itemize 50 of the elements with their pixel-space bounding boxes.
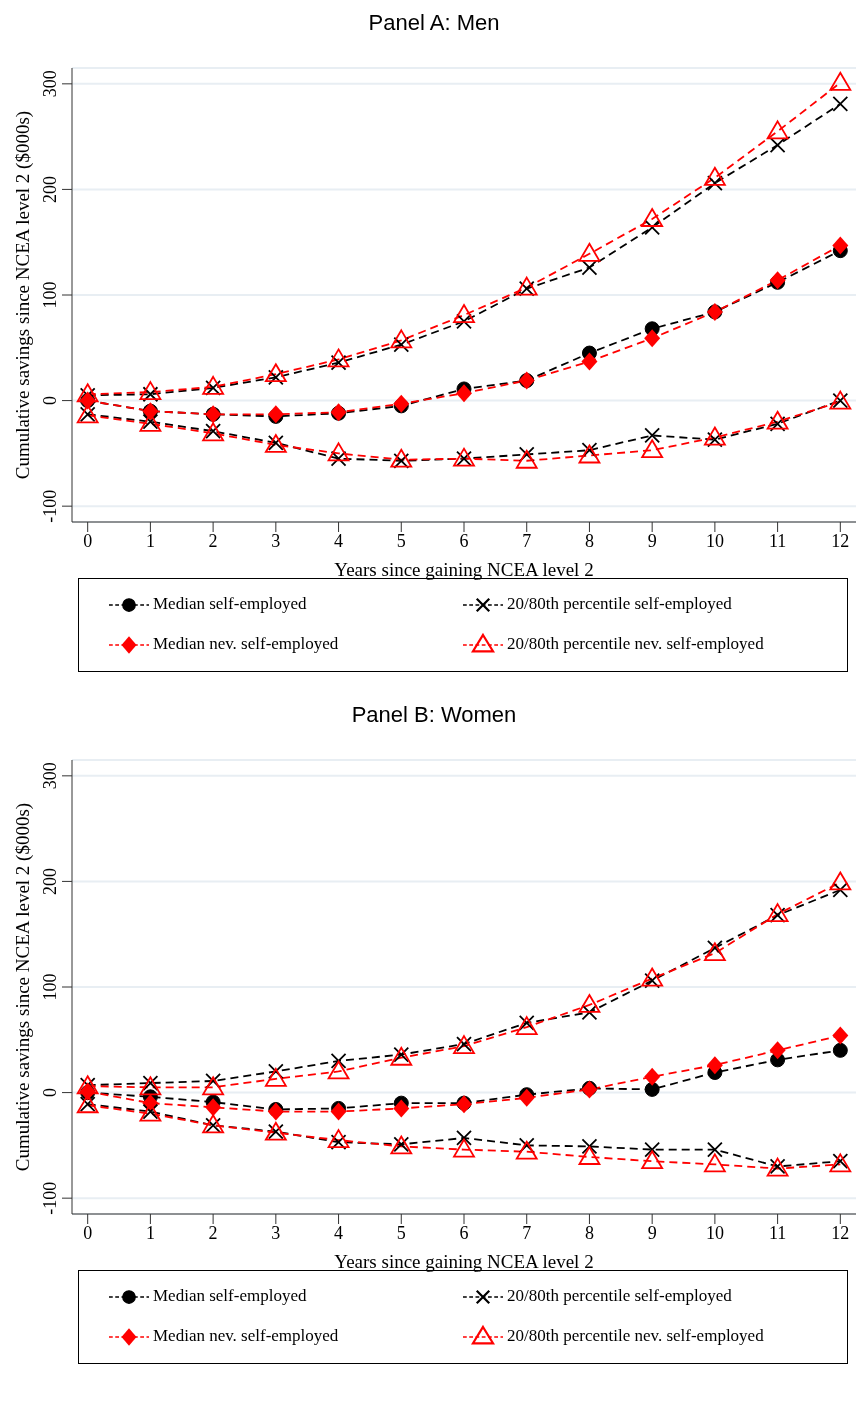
x-axis-title: Years since gaining NCEA level 2 — [334, 559, 594, 580]
x-tick-label: 10 — [705, 530, 724, 551]
legend-label: Median nev. self-employed — [153, 1325, 340, 1346]
x-tick-label: 9 — [647, 530, 657, 551]
x-tick-label: 1 — [145, 530, 155, 551]
y-tick-label: 300 — [40, 70, 60, 98]
legend-label: 20/80th percentile self-employed — [507, 1285, 733, 1306]
x-tick-label: 6 — [459, 1222, 469, 1243]
x-tick-label: 11 — [768, 1222, 787, 1243]
x-tick-label: 1 — [145, 1222, 155, 1243]
x-tick-label: 8 — [584, 1222, 594, 1243]
y-tick-label: 0 — [40, 1088, 60, 1098]
y-tick-label: 200 — [40, 867, 60, 895]
legend-label: 20/80th percentile nev. self-employed — [507, 1325, 765, 1346]
x-tick-label: 12 — [831, 530, 850, 551]
y-tick-label: -100 — [40, 489, 60, 523]
x-tick-label: 3 — [271, 1222, 281, 1243]
x-tick-label: 0 — [83, 1222, 93, 1243]
y-tick-label: 100 — [40, 973, 60, 1001]
x-tick-label: 5 — [396, 530, 406, 551]
legend-label: Median self-employed — [153, 1285, 308, 1306]
y-tick-label: 0 — [40, 396, 60, 406]
x-tick-label: 4 — [334, 530, 344, 551]
x-tick-label: 6 — [459, 530, 469, 551]
x-axis-title: Years since gaining NCEA level 2 — [334, 1251, 594, 1272]
x-tick-label: 7 — [522, 1222, 532, 1243]
legend-label: Median self-employed — [153, 593, 308, 614]
x-tick-label: 2 — [208, 530, 218, 551]
legend-label: Median nev. self-employed — [153, 633, 340, 654]
x-tick-label: 5 — [396, 1222, 406, 1243]
legend-label: 20/80th percentile self-employed — [507, 593, 733, 614]
x-tick-label: 11 — [768, 530, 787, 551]
chart-title: Panel B: Women — [350, 701, 518, 729]
y-tick-label: 200 — [40, 175, 60, 203]
x-tick-label: 7 — [522, 530, 532, 551]
x-tick-label: 0 — [83, 530, 93, 551]
x-tick-label: 10 — [705, 1222, 724, 1243]
y-tick-label: -100 — [40, 1181, 60, 1215]
y-tick-label: 300 — [40, 762, 60, 790]
chart-title: Panel A: Men — [367, 9, 501, 37]
x-tick-label: 8 — [584, 530, 594, 551]
y-tick-label: 100 — [40, 281, 60, 309]
x-tick-label: 2 — [208, 1222, 218, 1243]
y-axis-title: Cumulative savings since NCEA level 2 ($000s) — [11, 802, 34, 1172]
x-tick-label: 12 — [831, 1222, 850, 1243]
x-tick-label: 4 — [334, 1222, 344, 1243]
x-tick-label: 9 — [647, 1222, 657, 1243]
y-axis-title: Cumulative savings since NCEA level 2 ($000s) — [11, 110, 34, 480]
x-tick-label: 3 — [271, 530, 281, 551]
legend-label: 20/80th percentile nev. self-employed — [507, 633, 765, 654]
